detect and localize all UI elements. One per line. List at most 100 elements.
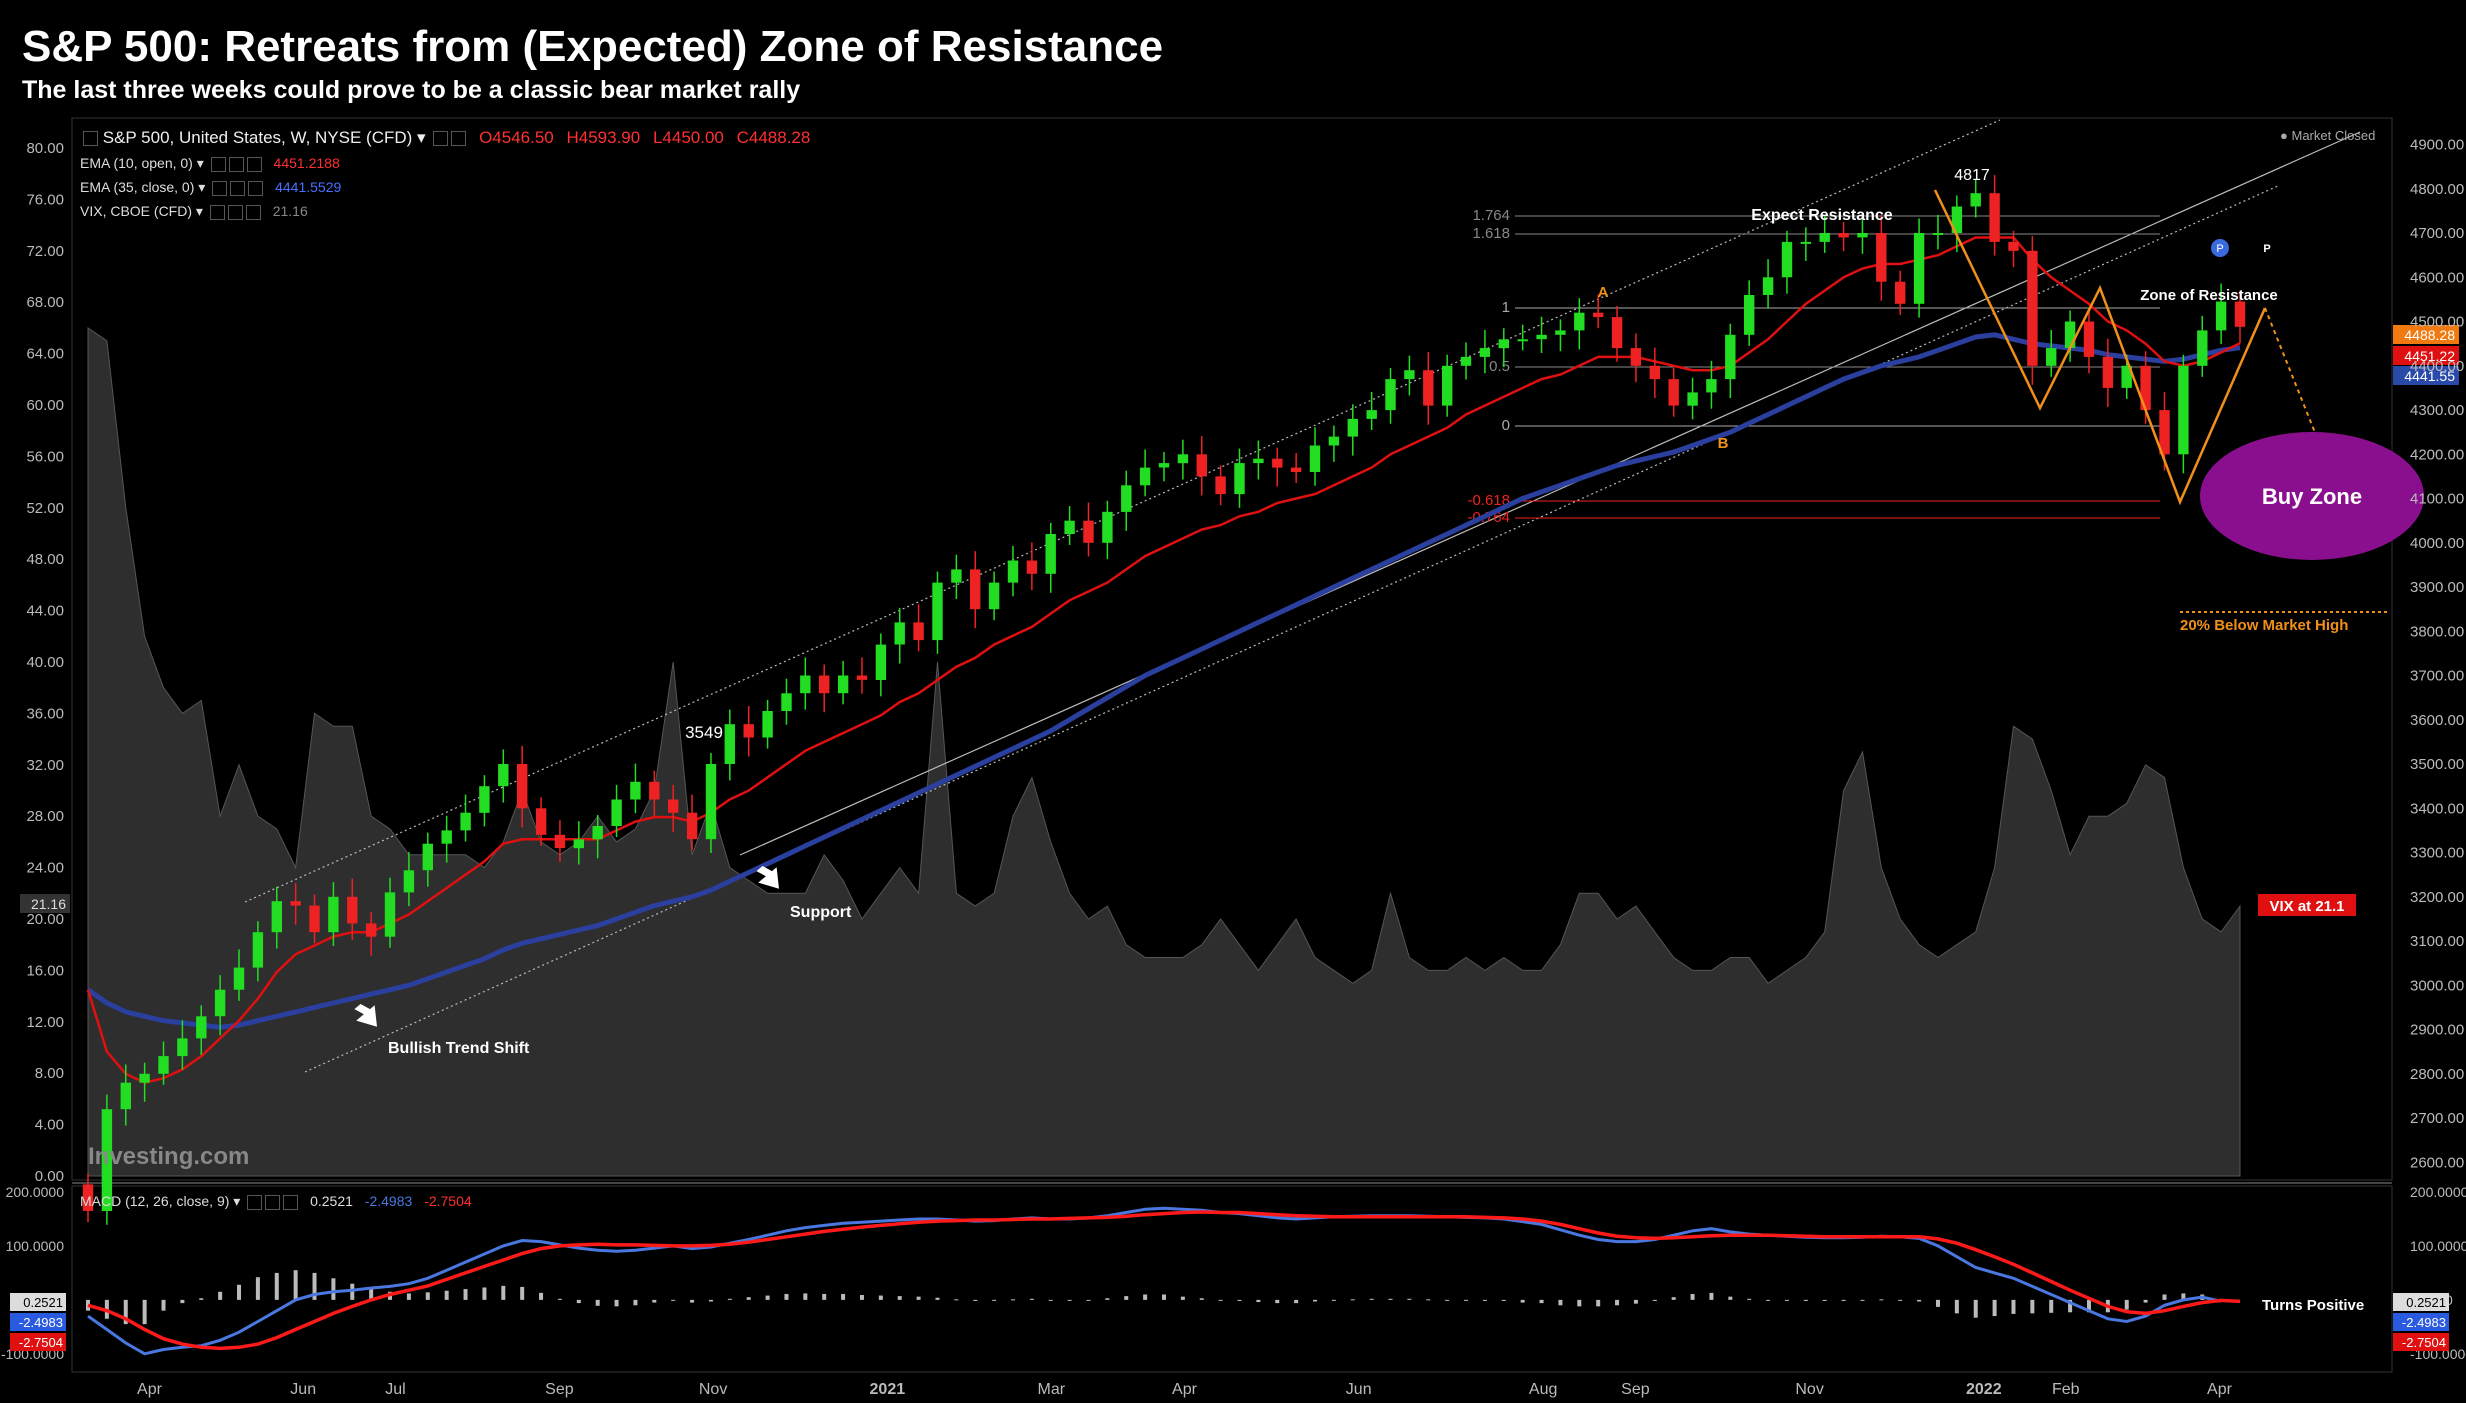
candle-body [1857, 233, 1868, 238]
fib-n0618-label: -0.618 [1467, 492, 1510, 509]
macd-panel-frame [71, 1185, 2393, 1373]
macd-histogram-bar [690, 1299, 695, 1303]
candle-body [1517, 339, 1528, 342]
settings-icon[interactable] [433, 131, 449, 147]
macd-histogram-bar [1973, 1299, 1978, 1318]
turns-positive-label: Turns Positive [2262, 1297, 2364, 1314]
x-axis-tick: Apr [2207, 1381, 2233, 1398]
right-axis-tick: 3500.00 [2410, 756, 2464, 773]
fib-1764-label: 1.764 [1472, 207, 1510, 224]
chevron-down-icon[interactable]: ▾ [195, 203, 203, 219]
support-arrow [756, 865, 779, 889]
right-axis-tick: 4000.00 [2410, 535, 2464, 552]
left-axis-tick: 64.00 [26, 346, 64, 363]
ema35-value: 4441.5529 [275, 179, 342, 195]
candle-body [2215, 301, 2227, 331]
settings-icon[interactable] [227, 204, 243, 220]
close-icon[interactable] [451, 131, 467, 147]
macd-left-tick: 100.0000 [6, 1238, 65, 1254]
candle-body [573, 839, 584, 849]
eye-icon[interactable] [210, 156, 226, 172]
chevron-down-icon[interactable]: ▾ [196, 155, 204, 171]
ema35-legend[interactable]: EMA (35, close, 0) ▾ 4441.5529 [80, 179, 341, 196]
left-axis-tick: 72.00 [26, 243, 64, 260]
ema10-legend[interactable]: EMA (10, open, 0) ▾ 4451.2188 [80, 155, 340, 172]
macd-histogram-bar [1539, 1299, 1544, 1304]
close-icon[interactable] [245, 204, 261, 220]
support-label: Support [790, 904, 852, 921]
right-axis-tick: 4300.00 [2410, 402, 2464, 419]
macd-histogram-bar [708, 1299, 713, 1302]
left-axis-tick: 48.00 [26, 551, 64, 568]
buy-zone-label: Buy Zone [2262, 484, 2362, 509]
candle-body [2159, 410, 2170, 455]
x-axis-tick: 2022 [1966, 1381, 2002, 1398]
chevron-down-icon[interactable]: ▾ [233, 1193, 241, 1209]
candle-body [1158, 463, 1170, 468]
candle-body [1460, 356, 1472, 366]
ema35-price-flag-label: 4441.55 [2404, 368, 2455, 384]
close-icon[interactable] [283, 1194, 299, 1210]
eye-icon[interactable] [209, 204, 225, 220]
chevron-down-icon[interactable]: ▾ [417, 128, 426, 147]
settings-icon[interactable] [265, 1194, 281, 1210]
settings-icon[interactable] [230, 180, 246, 196]
macd-histogram-bar [954, 1299, 959, 1301]
macd-histogram-bar [1199, 1298, 1204, 1300]
vix-legend[interactable]: VIX, CBOE (CFD) ▾ 21.16 [80, 203, 308, 220]
x-axis-tick: Nov [699, 1381, 727, 1398]
eye-icon[interactable] [212, 180, 228, 196]
candle-body [668, 799, 679, 813]
eye-icon[interactable] [247, 1194, 263, 1210]
macd-histogram-bar [1690, 1293, 1695, 1300]
macd-signal-0-flag [2393, 1333, 2449, 1351]
candle-body [1951, 206, 1963, 233]
candle-body [1026, 560, 1038, 574]
ema35-label: EMA (35, close, 0) [80, 179, 195, 195]
macd-histogram-bar [1350, 1299, 1355, 1301]
candle-body [1290, 467, 1302, 472]
candle-body [932, 582, 943, 641]
macd-hist-1-flag [10, 1293, 66, 1311]
candle-body [1121, 485, 1132, 512]
macd-histogram-bar [1086, 1299, 1091, 1301]
candle-body [101, 1109, 113, 1211]
chevron-down-icon[interactable]: ▾ [198, 179, 206, 195]
candle-body [214, 989, 226, 1017]
expect-resistance-label: Expect Resistance [1751, 207, 1893, 224]
x-axis-tick: Apr [137, 1381, 163, 1398]
macd-histogram-bar [539, 1292, 544, 1300]
p-marker-label: P [2263, 243, 2270, 255]
candle-body [762, 711, 773, 738]
subheadline: The last three weeks could prove to be a… [22, 76, 801, 104]
macd-histogram-bar [727, 1298, 732, 1300]
vix-value: 21.16 [272, 203, 308, 219]
candle-body [233, 967, 245, 990]
left-axis-tick: 68.00 [26, 294, 64, 311]
candle-body [1989, 193, 2000, 242]
macd-histogram-bar [274, 1272, 279, 1300]
settings-icon[interactable] [228, 156, 244, 172]
candle-body [1744, 295, 1755, 335]
peak-2-label: 4817 [1954, 167, 1990, 184]
macd-legend[interactable]: MACD (12, 26, close, 9) ▾ 0.2521 -2.4983… [80, 1193, 472, 1210]
macd-histogram-bar [2181, 1293, 2186, 1300]
collapse-icon[interactable] [83, 131, 98, 147]
macd-histogram-bar [1520, 1299, 1525, 1303]
candle-body [196, 1016, 207, 1039]
symbol-legend[interactable]: S&P 500, United States, W, NYSE (CFD) ▾ … [80, 128, 810, 148]
macd-hist-value: 0.2521 [310, 1193, 353, 1209]
ema10-price-flag [2393, 346, 2459, 365]
vix-flag-label: 21.16 [31, 896, 66, 912]
macd-histogram-bar [463, 1289, 468, 1300]
left-axis-tick: 76.00 [26, 191, 64, 208]
right-axis-tick: 4600.00 [2410, 269, 2464, 286]
macd-histogram-bar [161, 1299, 166, 1311]
macd-histogram-bar [803, 1293, 808, 1300]
macd-label: MACD (12, 26, close, 9) [80, 1193, 230, 1209]
close-icon[interactable] [246, 156, 262, 172]
close-icon[interactable] [248, 180, 264, 196]
candle-body [1876, 233, 1887, 282]
candle-body [403, 870, 415, 893]
candle-body [1932, 233, 1944, 235]
